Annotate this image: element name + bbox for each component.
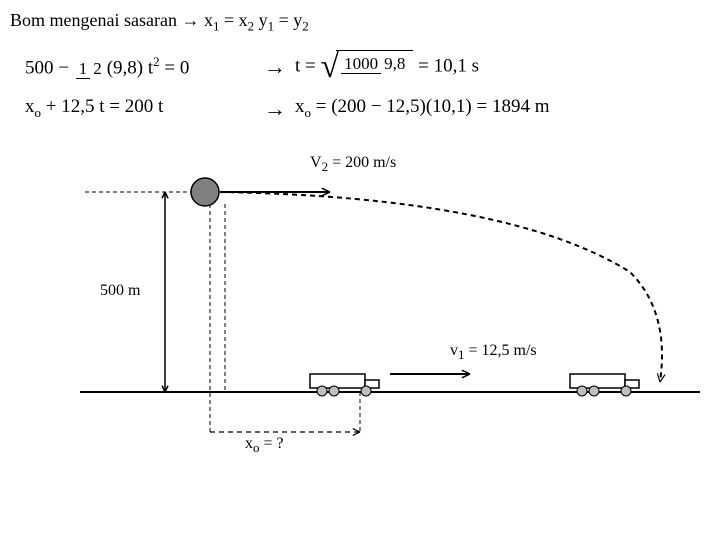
eq1-sden: 9,8: [381, 54, 408, 73]
eq1-fden: 2: [90, 59, 105, 78]
eq2-right-b: = (200 − 12,5)(10,1) = 1894 m: [311, 96, 549, 117]
v2-label: V2 = 200 m/s: [310, 154, 396, 175]
eq1-left-b: (9,8) t: [107, 57, 153, 78]
cond2eq: = y: [274, 10, 302, 30]
cond2a: y: [259, 10, 268, 30]
diagram-svg: [10, 142, 710, 462]
cond1eq: = x: [219, 10, 247, 30]
eq1-right-a: t =: [295, 55, 321, 76]
title-arrow: →: [181, 10, 199, 30]
eq1-left-c: = 0: [160, 57, 190, 78]
title-prefix: Bom mengenai sasaran: [10, 10, 181, 30]
equations-block: 500 − 12(9,8) t2 = 0 → t = √10009,8 = 10…: [25, 50, 710, 122]
eq2-arrow: →: [255, 96, 295, 122]
cond1a: x: [199, 10, 213, 30]
eq2-left-b: + 12,5 t = 200 t: [41, 96, 163, 117]
eq1-fnum: 1: [76, 59, 91, 79]
physics-diagram: V2 = 200 m/s 500 m v1 = 12,5 m/s xo = ?: [10, 142, 710, 462]
equation-2: xo + 12,5 t = 200 t → xo = (200 − 12,5)(…: [25, 96, 710, 122]
eq1-left-a: 500 −: [25, 57, 74, 78]
eq1-snum: 1000: [341, 54, 381, 74]
v1-label: v1 = 12,5 m/s: [450, 342, 537, 363]
eq2-right-a: x: [295, 96, 305, 117]
xo-label: xo = ?: [245, 435, 284, 456]
eq2-left-a: x: [25, 96, 35, 117]
eq1-right-b: = 10,1 s: [413, 55, 479, 76]
equation-1: 500 − 12(9,8) t2 = 0 → t = √10009,8 = 10…: [25, 50, 710, 84]
cond2s2: 2: [302, 19, 309, 34]
eq1-arrow: →: [255, 54, 295, 80]
height-label: 500 m: [100, 282, 140, 300]
